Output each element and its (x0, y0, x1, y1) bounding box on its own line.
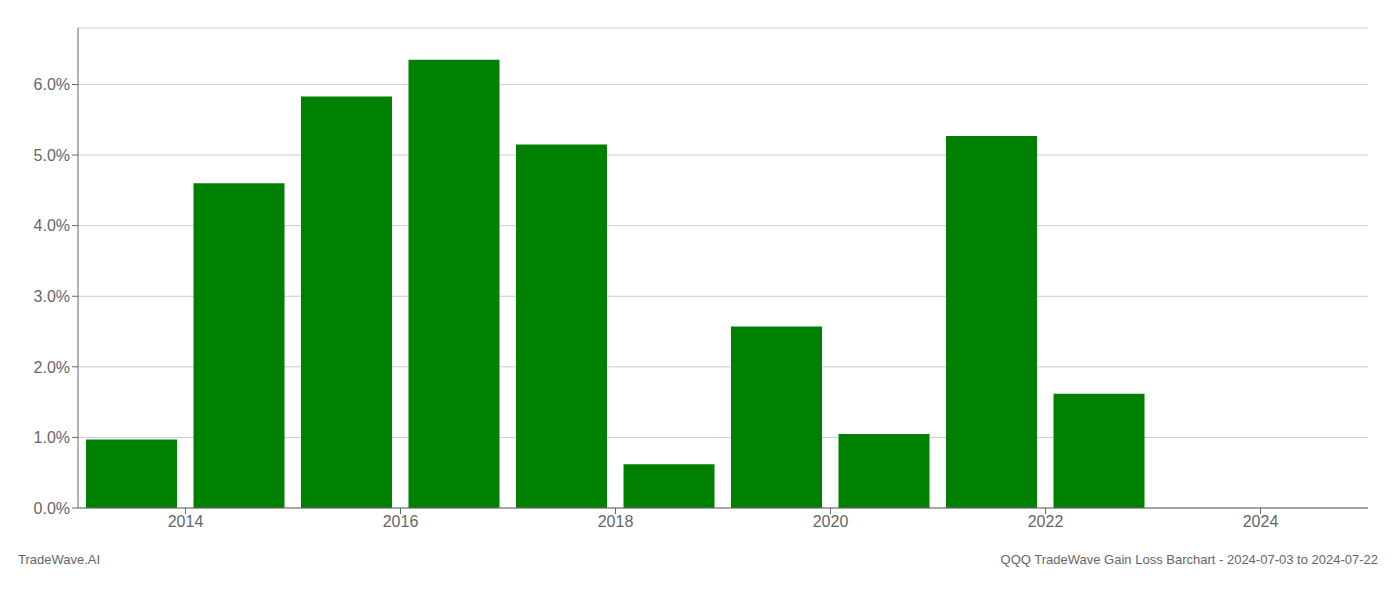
html-text:QQQ TradeWave Gain Loss Barcha: QQQ TradeWave Gain Loss Barchart - 2024-… (1000, 552, 1378, 567)
svg-text:1.0%: 1.0% (34, 429, 70, 446)
svg-text:2024: 2024 (1243, 513, 1279, 530)
svg-text:0.0%: 0.0% (34, 500, 70, 517)
svg-text:4.0%: 4.0% (34, 217, 70, 234)
svg-text:2014: 2014 (168, 513, 204, 530)
svg-text:2020: 2020 (813, 513, 849, 530)
svg-text:3.0%: 3.0% (34, 288, 70, 305)
html-text:TradeWave.AI: TradeWave.AI (18, 552, 101, 567)
svg-text:2018: 2018 (598, 513, 634, 530)
svg-text:2022: 2022 (1028, 513, 1064, 530)
svg-text:6.0%: 6.0% (34, 76, 70, 93)
svg-text:2.0%: 2.0% (34, 359, 70, 376)
svg-text:2016: 2016 (383, 513, 419, 530)
svg-text:5.0%: 5.0% (34, 147, 70, 164)
